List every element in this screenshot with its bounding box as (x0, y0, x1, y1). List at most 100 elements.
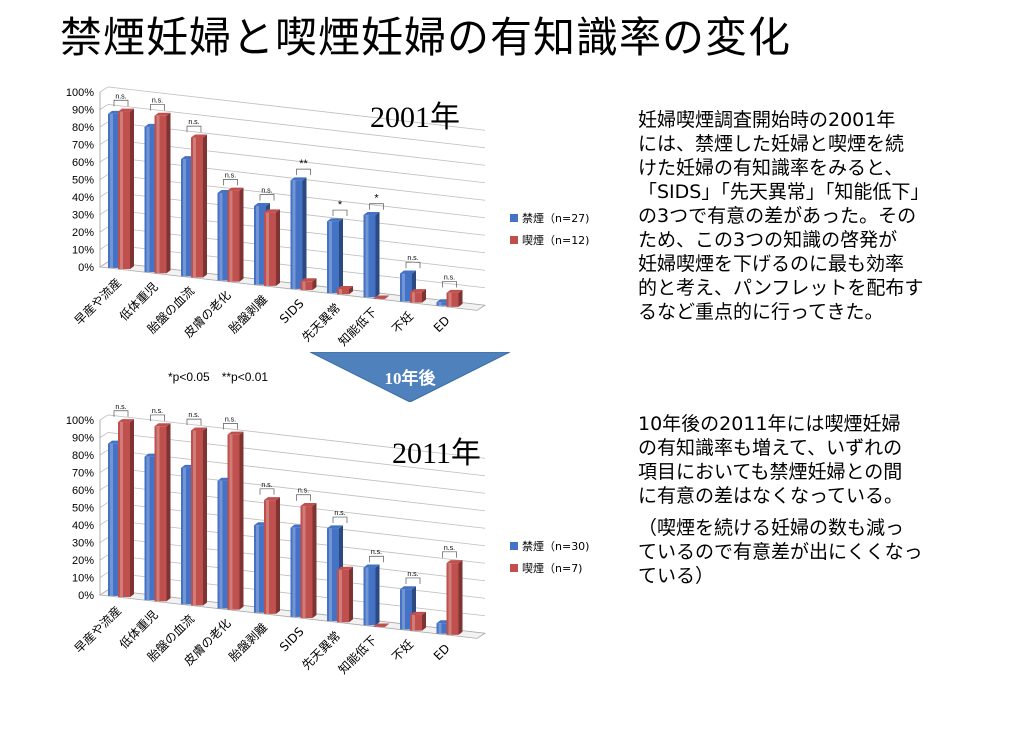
significance-label: ** (299, 158, 308, 170)
bar-top (227, 187, 244, 191)
x-tick-label: 不妊 (389, 637, 416, 664)
bar-front (373, 298, 386, 299)
gridline (99, 554, 109, 561)
gridline (107, 502, 486, 547)
bar-top (373, 623, 390, 627)
y-tick-label: 80% (72, 122, 94, 134)
bar-front (337, 569, 349, 623)
gridline (99, 174, 109, 180)
bar-highlight (193, 137, 196, 278)
significance-label: n.s. (371, 549, 382, 556)
bar-top (300, 503, 317, 507)
text-line: けた妊婦の有知識率をみると、 (638, 157, 904, 179)
bar-side (349, 286, 353, 295)
bar-highlight (229, 434, 233, 610)
significance-label: * (374, 193, 379, 205)
bar-highlight (120, 422, 123, 598)
bar-quit (327, 218, 343, 294)
bar-front (227, 190, 240, 282)
significance-bracket (150, 104, 165, 111)
significance-bracket (296, 494, 311, 501)
bar-front (327, 528, 339, 622)
bar-front (181, 467, 193, 605)
bar-top (191, 427, 207, 431)
significance-bracket (296, 168, 311, 176)
bar-smoke (191, 134, 207, 278)
gridline (107, 449, 486, 494)
bar-top (446, 289, 463, 293)
bar-highlight (412, 614, 415, 631)
chart-2001-year-label: 2001年 (370, 101, 460, 134)
bar-front (217, 193, 230, 281)
y-tick-label: 40% (72, 520, 94, 532)
y-tick-label: 0% (78, 262, 94, 274)
bar-highlight (329, 221, 332, 294)
gridline (99, 519, 109, 526)
bar-highlight (375, 298, 379, 299)
gridline (99, 209, 109, 215)
y-tick-label: 30% (72, 538, 94, 550)
bar-front (400, 589, 412, 630)
gridline (99, 414, 109, 421)
bar-side (276, 209, 280, 286)
significance-bracket (223, 179, 238, 186)
bar-top (410, 289, 426, 293)
significance-label: n.s. (407, 255, 418, 262)
gridline (99, 244, 109, 250)
bar-side (130, 108, 134, 270)
paragraph-2001: 妊婦喫煙調査開始時の2001年 には、禁煙した妊婦と喫煙を続 けた妊婦の有知識率をみ… (638, 108, 988, 324)
text-line: 項目においても禁煙妊婦との間 (638, 461, 903, 483)
bar-front (217, 480, 230, 609)
bar-top (400, 586, 416, 590)
bar-side (458, 560, 463, 635)
y-tick-label: 90% (72, 433, 94, 445)
bar-front (446, 292, 459, 307)
significance-label: n.s. (261, 482, 272, 489)
bar-front (191, 430, 203, 606)
bar-highlight (266, 500, 269, 614)
x-tick-label: SIDS (277, 297, 307, 327)
gridline (99, 467, 109, 473)
bar-top (300, 278, 317, 282)
bar-top (327, 525, 343, 529)
x-tick-label: 不妊 (389, 309, 416, 336)
bar-side (130, 419, 134, 598)
significance-bracket (332, 209, 348, 217)
bar-side (422, 611, 426, 631)
bar-front (337, 289, 349, 295)
bar-smoke (446, 289, 463, 307)
chart-2011-year-label: 2011年 (392, 437, 481, 470)
bar-side (302, 177, 307, 289)
y-tick-label: 20% (72, 555, 94, 567)
legend-swatch-quit (510, 542, 518, 550)
bar-front (254, 525, 266, 613)
text-line: 「SIDS」「先天異常」「知能低下」 (638, 181, 930, 203)
bar-side (422, 289, 426, 303)
gridline (107, 139, 486, 184)
bar-front (264, 500, 276, 614)
bar-top (227, 431, 244, 435)
bar-front (436, 623, 449, 634)
bar-top (154, 112, 171, 116)
bar-side (312, 278, 317, 291)
significance-bracket (442, 551, 457, 558)
bar-smoke (410, 289, 426, 303)
y-tick-label: 10% (72, 245, 94, 257)
bar-front (254, 205, 266, 285)
significance-label: n.s. (188, 412, 199, 419)
bar-highlight (365, 215, 369, 298)
significance-label: n.s. (261, 188, 272, 195)
bar-front (410, 614, 422, 631)
text-line: （喫煙を続ける妊婦の数も減っ (638, 517, 905, 539)
bar-side (203, 134, 207, 278)
legend-label: 喫煙（n=7) (522, 562, 582, 575)
bar-highlight (219, 193, 223, 281)
bar-side (239, 431, 244, 610)
bar-front (108, 443, 120, 596)
bar-smoke (264, 497, 280, 614)
significance-bracket (186, 125, 202, 133)
significance-label: n.s. (298, 488, 309, 495)
legend-swatch-smoke (510, 564, 518, 572)
bar-highlight (339, 569, 342, 623)
bar-front (300, 506, 313, 619)
